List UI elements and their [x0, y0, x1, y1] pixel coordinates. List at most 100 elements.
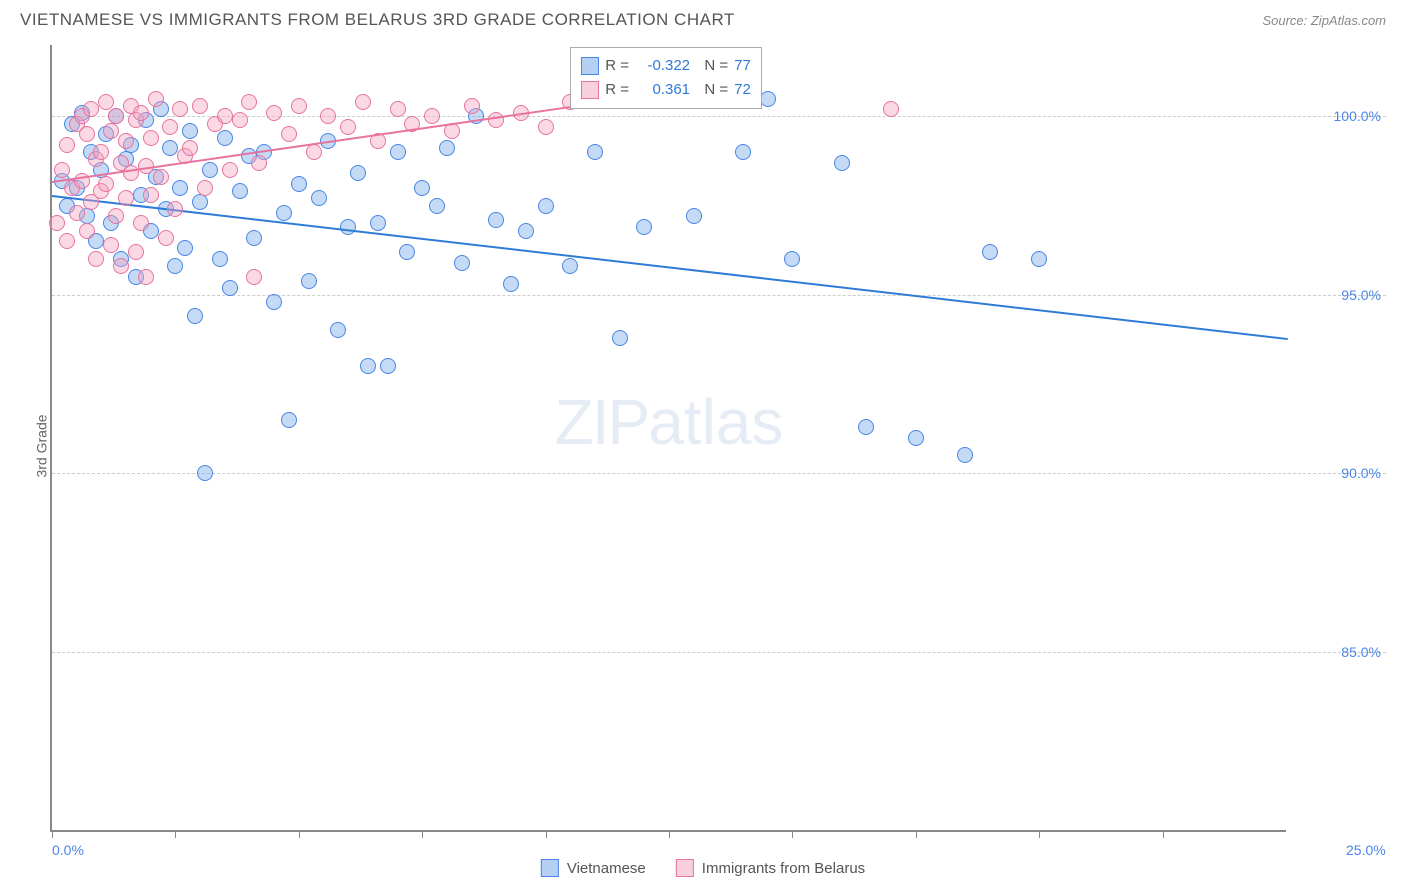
- x-tick: [52, 830, 53, 838]
- scatter-point: [518, 223, 534, 239]
- watermark: ZIPatlas: [555, 385, 784, 459]
- scatter-point: [153, 169, 169, 185]
- scatter-point: [266, 294, 282, 310]
- scatter-point: [390, 144, 406, 160]
- scatter-point: [83, 101, 99, 117]
- scatter-point: [784, 251, 800, 267]
- scatter-point: [93, 144, 109, 160]
- r-value: -0.322: [635, 54, 690, 78]
- scatter-point: [301, 273, 317, 289]
- scatter-point: [217, 130, 233, 146]
- scatter-point: [454, 255, 470, 271]
- legend-label-vietnamese: Vietnamese: [567, 860, 646, 877]
- scatter-point: [133, 215, 149, 231]
- x-tick: [546, 830, 547, 838]
- watermark-atlas: atlas: [648, 386, 783, 458]
- legend-item-belarus: Immigrants from Belarus: [676, 859, 865, 877]
- scatter-point: [503, 276, 519, 292]
- x-tick: [299, 830, 300, 838]
- scatter-point: [158, 230, 174, 246]
- scatter-point: [143, 130, 159, 146]
- scatter-point: [760, 91, 776, 107]
- scatter-point: [488, 212, 504, 228]
- legend-label-belarus: Immigrants from Belarus: [702, 860, 865, 877]
- scatter-point: [340, 119, 356, 135]
- scatter-point: [246, 269, 262, 285]
- scatter-point: [562, 258, 578, 274]
- scatter-point: [79, 126, 95, 142]
- scatter-point: [118, 190, 134, 206]
- scatter-point: [103, 237, 119, 253]
- legend-item-vietnamese: Vietnamese: [541, 859, 646, 877]
- scatter-point: [834, 155, 850, 171]
- scatter-point: [54, 162, 70, 178]
- scatter-point: [222, 280, 238, 296]
- scatter-point: [355, 94, 371, 110]
- scatter-point: [281, 126, 297, 142]
- scatter-point: [538, 119, 554, 135]
- scatter-point: [217, 108, 233, 124]
- y-tick-label: 90.0%: [1291, 465, 1381, 481]
- y-tick-label: 85.0%: [1291, 644, 1381, 660]
- scatter-point: [138, 269, 154, 285]
- scatter-point: [488, 112, 504, 128]
- scatter-point: [399, 244, 415, 260]
- scatter-point: [587, 144, 603, 160]
- n-value: 72: [734, 78, 751, 102]
- x-tick: [422, 830, 423, 838]
- scatter-point: [232, 183, 248, 199]
- scatter-point: [330, 322, 346, 338]
- x-tick-label: 0.0%: [52, 842, 84, 858]
- scatter-point: [266, 105, 282, 121]
- scatter-point: [246, 230, 262, 246]
- scatter-point: [291, 98, 307, 114]
- swatch-blue: [541, 859, 559, 877]
- scatter-point: [108, 208, 124, 224]
- scatter-point: [162, 119, 178, 135]
- gridline: [52, 116, 1386, 117]
- scatter-point: [172, 101, 188, 117]
- gridline: [52, 473, 1386, 474]
- scatter-point: [241, 94, 257, 110]
- trend-line: [52, 195, 1288, 340]
- scatter-point: [370, 215, 386, 231]
- scatter-point: [982, 244, 998, 260]
- scatter-point: [79, 223, 95, 239]
- scatter-point: [59, 233, 75, 249]
- scatter-point: [291, 176, 307, 192]
- n-label: N =: [696, 78, 728, 102]
- scatter-point: [113, 258, 129, 274]
- scatter-point: [439, 140, 455, 156]
- scatter-point: [306, 144, 322, 160]
- scatter-point: [735, 144, 751, 160]
- scatter-point: [320, 108, 336, 124]
- scatter-point: [612, 330, 628, 346]
- gridline: [52, 652, 1386, 653]
- scatter-point: [429, 198, 445, 214]
- scatter-point: [251, 155, 267, 171]
- chart-container: ZIPatlas 85.0%90.0%95.0%100.0%0.0%25.0%R…: [50, 45, 1386, 832]
- scatter-point: [222, 162, 238, 178]
- scatter-point: [69, 205, 85, 221]
- scatter-point: [212, 251, 228, 267]
- scatter-point: [281, 412, 297, 428]
- x-tick: [1163, 830, 1164, 838]
- scatter-point: [167, 201, 183, 217]
- y-axis-label: 3rd Grade: [34, 414, 50, 477]
- swatch-pink: [676, 859, 694, 877]
- scatter-point: [380, 358, 396, 374]
- chart-title: VIETNAMESE VS IMMIGRANTS FROM BELARUS 3R…: [20, 10, 735, 30]
- scatter-point: [538, 198, 554, 214]
- scatter-point: [858, 419, 874, 435]
- x-tick: [916, 830, 917, 838]
- scatter-point: [177, 240, 193, 256]
- scatter-point: [162, 140, 178, 156]
- gridline: [52, 295, 1386, 296]
- scatter-point: [49, 215, 65, 231]
- scatter-point: [118, 133, 134, 149]
- scatter-point: [98, 176, 114, 192]
- scatter-point: [59, 137, 75, 153]
- source-label: Source: ZipAtlas.com: [1262, 13, 1386, 28]
- scatter-point: [424, 108, 440, 124]
- scatter-point: [276, 205, 292, 221]
